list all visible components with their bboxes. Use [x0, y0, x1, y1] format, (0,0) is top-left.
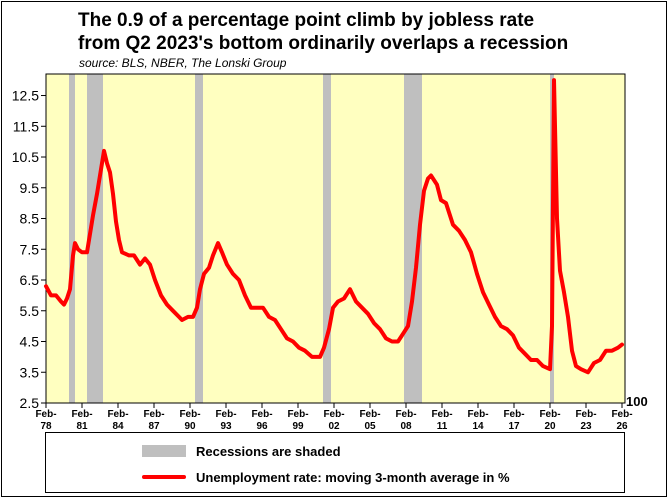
x-tick-label: Feb-84: [107, 409, 128, 432]
x-tick-label-month: Feb-: [467, 409, 488, 420]
y-tick-label: 5.5: [20, 303, 40, 319]
legend-item-unemployment: Unemployment rate: moving 3-month averag…: [142, 466, 510, 488]
x-tick-label-month: Feb-: [575, 409, 596, 420]
x-tick-label: Feb-78: [35, 409, 56, 432]
x-tick-label-month: Feb-: [539, 409, 560, 420]
unemployment-rate-line: [44, 78, 624, 375]
x-tick-label-year: 78: [40, 421, 52, 432]
x-tick-label-year: 93: [220, 421, 232, 432]
x-tick-label: Feb-93: [215, 409, 236, 432]
x-tick-label-year: 05: [364, 421, 376, 432]
y-tick-label: 3.5: [20, 364, 40, 380]
x-tick-label-month: Feb-: [287, 409, 308, 420]
x-tick-label-year: 14: [472, 421, 484, 432]
x-tick-label-month: Feb-: [251, 409, 272, 420]
x-tick-label-month: Feb-: [35, 409, 56, 420]
x-tick-label: Feb-96: [251, 409, 272, 432]
y-tick-label: 4.5: [20, 334, 40, 350]
y-tick-label: 7.5: [20, 241, 40, 257]
x-tick-label-year: 02: [328, 421, 340, 432]
x-tick-label-year: 23: [580, 421, 592, 432]
x-tick-label-year: 11: [437, 421, 448, 432]
x-tick-label-month: Feb-: [107, 409, 128, 420]
x-tick-label-month: Feb-: [323, 409, 344, 420]
plot-area: [46, 74, 625, 403]
x-tick-label-year: 26: [616, 421, 628, 432]
x-tick-label-month: Feb-: [611, 409, 632, 420]
y-tick-label: 6.5: [20, 272, 40, 288]
x-tick-label: Feb-14: [467, 409, 488, 432]
line-chart: 2.5 3.5 4.5 5.5 6.5 7.5 8.5 9.5 10.5 11.5 12.5 Feb-…: [12, 73, 633, 432]
x-tick-label-year: 87: [148, 421, 160, 432]
recession-band: [195, 74, 203, 403]
x-tick-label-month: Feb-: [179, 409, 200, 420]
x-tick-label-month: Feb-: [359, 409, 380, 420]
x-tick-label-month: Feb-: [143, 409, 164, 420]
x-tick-label-month: Feb-: [215, 409, 236, 420]
recession-band: [69, 74, 75, 403]
x-tick-label-year: 99: [292, 421, 304, 432]
x-tick-label: Feb-17: [503, 409, 524, 432]
x-tick-label-year: 90: [184, 421, 196, 432]
x-tick-label: Feb-81: [71, 409, 92, 432]
y-tick-label: 9.5: [20, 180, 40, 196]
chart-title-line-2: from Q2 2023's bottom ordinarily overlap…: [78, 33, 569, 54]
x-tick-label: Feb-05: [359, 409, 380, 432]
y-tick-label: 2.5: [20, 395, 40, 411]
x-tick-label: Feb-87: [143, 409, 164, 432]
x-tick-label-month: Feb-: [503, 409, 524, 420]
x-tick-label: Feb-11: [431, 409, 452, 432]
chart-title-line-1: The 0.9 of a percentage point climb by j…: [78, 10, 535, 31]
x-tick-label-year: 20: [544, 421, 556, 432]
recession-swatch: [142, 445, 186, 457]
x-tick-label: Feb-26: [611, 409, 632, 432]
x-tick-label-year: 17: [508, 421, 520, 432]
x-tick-label-year: 81: [76, 421, 88, 432]
y-tick-label: 10.5: [12, 149, 39, 165]
x-tick-label: Feb-23: [575, 409, 596, 432]
x-tick-label-month: Feb-: [431, 409, 452, 420]
recession-band: [87, 74, 103, 403]
x-tick-label-year: 96: [256, 421, 268, 432]
line-swatch: [142, 475, 186, 479]
y-tick-label: 12.5: [12, 88, 39, 104]
x-tick-label: Feb-08: [395, 409, 416, 432]
x-tick-label-year: 84: [112, 421, 124, 432]
recession-band: [323, 74, 331, 403]
legend: Recessions are shaded Unemployment rate:…: [45, 432, 625, 493]
x-tick-label-year: 08: [400, 421, 412, 432]
x-tick-label-month: Feb-: [395, 409, 416, 420]
x-tick-label: Feb-90: [179, 409, 200, 432]
chart-source: source: BLS, NBER, The Lonski Group: [79, 56, 287, 70]
x-tick-label: Feb-02: [323, 409, 344, 432]
y-tick-label: 8.5: [20, 211, 40, 227]
plot-border: [45, 73, 626, 404]
x-tick-label: Feb-99: [287, 409, 308, 432]
legend-item-recessions: Recessions are shaded: [142, 440, 341, 462]
x-tick-label: Feb-20: [539, 409, 560, 432]
right-axis-label: 100: [626, 394, 648, 409]
y-tick-label: 11.5: [13, 118, 39, 134]
legend-label-unemployment: Unemployment rate: moving 3-month averag…: [196, 469, 510, 485]
x-tick-label-month: Feb-: [71, 409, 92, 420]
legend-label-recessions: Recessions are shaded: [196, 443, 341, 459]
